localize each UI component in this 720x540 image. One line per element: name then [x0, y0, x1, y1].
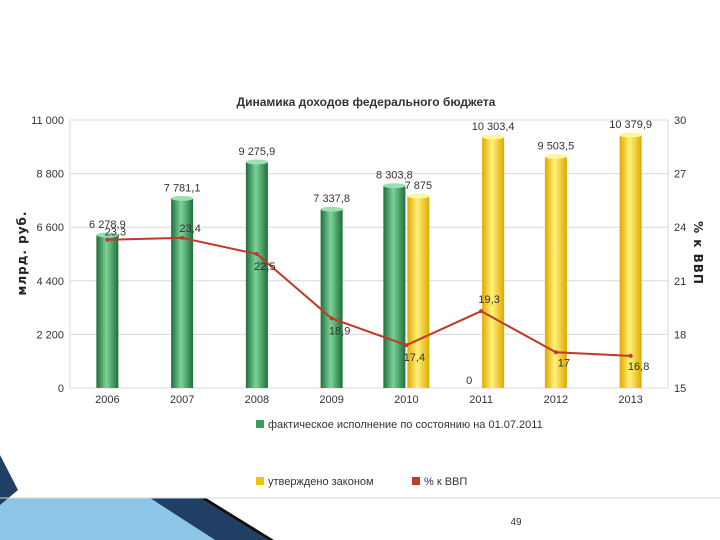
- bar-actual: [171, 198, 194, 388]
- bar-actual: [245, 162, 268, 388]
- y-tick-label: 4 400: [36, 276, 64, 288]
- y-tick-label: 11 000: [31, 115, 64, 127]
- bar-approved-cap: [544, 153, 567, 159]
- value-label-gdp: 22,5: [254, 261, 275, 273]
- x-tick-label: 2009: [319, 394, 343, 406]
- gdp-line-group: [105, 235, 633, 358]
- gdp-point: [329, 316, 334, 321]
- value-label-approved: 7 875: [405, 180, 433, 192]
- y2-tick-label: 30: [674, 115, 686, 127]
- x-tick-label: 2007: [170, 394, 194, 406]
- gdp-point: [105, 237, 110, 242]
- bars-group: [96, 132, 642, 388]
- y-axis-title: млрд. руб.: [15, 211, 29, 296]
- bar-actual-cap: [171, 195, 194, 201]
- gdp-point: [180, 235, 185, 240]
- bar-actual: [383, 185, 406, 388]
- gdp-point: [404, 343, 409, 348]
- value-label-actual: 7 337,8: [313, 193, 350, 205]
- bar-approved-cap: [619, 132, 642, 138]
- bar-actual: [96, 235, 119, 388]
- legend-label-approved: утверждено законом: [268, 476, 374, 488]
- value-label-approved: 9 503,5: [538, 140, 575, 152]
- x-tick-label: 2008: [245, 394, 269, 406]
- value-label-approved: 10 303,4: [472, 121, 515, 133]
- bar-actual-cap: [245, 159, 268, 165]
- y2-axis-title: % к ВВП: [691, 221, 705, 285]
- y2-tick-label: 24: [674, 222, 686, 234]
- value-label-actual: 8 303,8: [376, 170, 413, 182]
- value-labels-group: 6 278,9 7 781,1 9 275,9 7 337,8 8 303,87 875…: [89, 119, 652, 387]
- gdp-point: [479, 309, 484, 314]
- value-label-gdp: 23,3: [105, 227, 126, 239]
- value-label-gdp: 23,4: [179, 223, 200, 235]
- value-label-gdp: 16,8: [628, 361, 649, 373]
- x-tick-label: 2012: [544, 394, 568, 406]
- footer-stripe-dark: [150, 498, 268, 540]
- footer-stripe-light: [0, 498, 215, 540]
- x-tick-label: 2010: [394, 394, 418, 406]
- value-label-gdp: 17: [558, 357, 570, 369]
- x-tick-label: 2006: [95, 394, 119, 406]
- value-label-gdp: 18,9: [329, 325, 350, 337]
- value-label-gdp: 19,3: [478, 294, 499, 306]
- legend-swatch-approved: [256, 477, 264, 485]
- y-tick-label: 0: [58, 383, 64, 395]
- gdp-point: [553, 350, 558, 355]
- y-tick-label: 2 200: [36, 329, 64, 341]
- y2-tick-label: 15: [674, 383, 686, 395]
- legend-swatch-gdp: [412, 477, 420, 485]
- y2-tick-label: 18: [674, 329, 686, 341]
- legend-swatch-actual: [256, 420, 264, 428]
- bar-approved-cap: [407, 193, 430, 199]
- bar-approved: [407, 196, 430, 388]
- value-label-gdp: 17,4: [404, 352, 425, 364]
- bar-approved: [619, 135, 642, 388]
- value-label-actual: 0: [466, 375, 472, 387]
- plot-area: [69, 119, 669, 389]
- grid-lines: [69, 119, 669, 389]
- x-tick-label: 2011: [469, 394, 493, 406]
- bar-approved: [544, 156, 567, 388]
- value-label-actual: 7 781,1: [164, 182, 201, 194]
- value-label-actual: 6 278,9: [89, 219, 126, 231]
- legend-label-actual: фактическое исполнение по состоянию на 0…: [268, 419, 543, 431]
- legend-label-gdp: % к ВВП: [424, 476, 467, 488]
- chart-title: Динамика доходов федерального бюджета: [237, 95, 496, 109]
- y-tick-label: 6 600: [36, 222, 64, 234]
- bar-actual: [320, 209, 343, 388]
- bar-actual-cap: [96, 232, 119, 238]
- x-tick-label: 2013: [618, 394, 642, 406]
- footer-stripe-black: [200, 498, 274, 540]
- gdp-line: [107, 236, 631, 357]
- y-tick-label: 8 800: [36, 169, 64, 181]
- value-label-approved: 10 379,9: [609, 119, 652, 131]
- footer-corner-dark: [0, 455, 18, 505]
- page-number: 49: [510, 517, 522, 528]
- y2-tick-label: 21: [674, 276, 686, 288]
- y2-tick-label: 27: [674, 169, 686, 181]
- tick-labels-group: 0 2 200 4 400 6 600 8 800 11 000 15 18 21 24 27 30 2…: [31, 115, 686, 406]
- value-label-actual: 9 275,9: [239, 146, 276, 158]
- bar-approved-cap: [482, 134, 505, 140]
- bar-actual-cap: [320, 206, 343, 212]
- gdp-point: [628, 353, 633, 358]
- bar-actual-cap: [383, 183, 406, 189]
- gdp-point: [254, 252, 259, 256]
- bar-approved: [482, 136, 505, 388]
